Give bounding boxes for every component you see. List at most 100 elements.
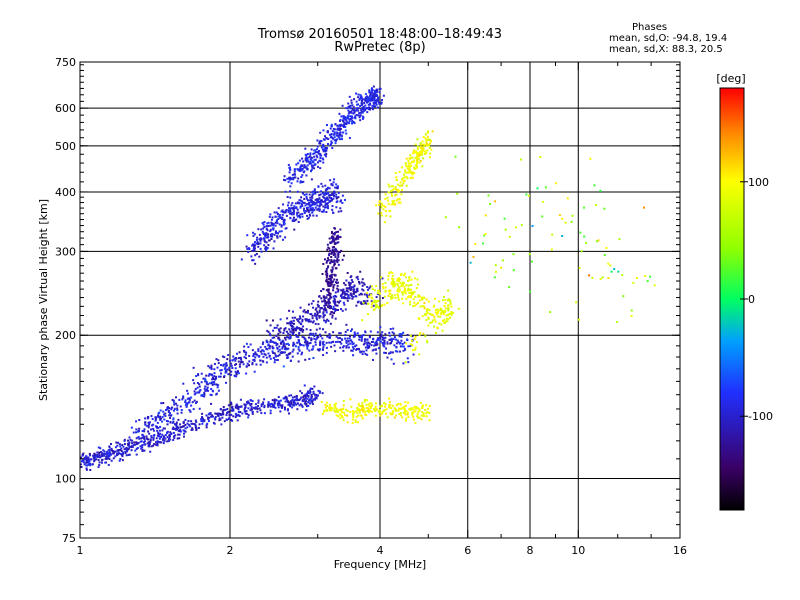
data-point — [262, 232, 265, 235]
data-point — [245, 365, 248, 368]
data-point — [336, 128, 339, 131]
data-point — [292, 399, 295, 402]
data-point — [350, 115, 353, 118]
data-point — [294, 316, 297, 319]
data-point — [216, 386, 219, 389]
data-point — [383, 402, 386, 405]
data-point — [344, 129, 347, 132]
data-point — [403, 291, 406, 294]
data-point — [283, 408, 286, 411]
data-point — [334, 300, 337, 303]
data-point — [264, 353, 267, 356]
data-point — [208, 382, 211, 385]
data-point — [644, 274, 647, 277]
data-point — [176, 428, 179, 431]
data-point — [286, 317, 289, 320]
data-point — [349, 342, 352, 345]
data-point — [303, 384, 306, 387]
data-point — [323, 309, 326, 312]
data-point — [286, 336, 289, 339]
data-point — [333, 312, 336, 315]
data-point — [331, 407, 334, 410]
data-point — [422, 143, 425, 146]
data-point — [221, 413, 224, 416]
data-point — [211, 374, 214, 377]
data-point — [307, 401, 310, 404]
data-point — [257, 348, 260, 351]
data-point — [307, 210, 310, 213]
data-point — [267, 401, 270, 404]
data-point — [350, 99, 353, 102]
data-point — [408, 165, 411, 168]
data-point — [353, 333, 356, 336]
data-point — [424, 314, 427, 317]
data-point — [139, 440, 142, 443]
data-point — [197, 426, 200, 429]
data-point — [328, 281, 331, 284]
data-point — [267, 236, 270, 239]
data-point — [328, 307, 331, 310]
data-point — [418, 353, 421, 356]
data-point — [286, 196, 289, 199]
data-point — [382, 94, 385, 97]
data-point — [128, 445, 131, 448]
data-point — [377, 306, 380, 309]
data-point — [214, 412, 217, 415]
data-point — [193, 382, 196, 385]
data-point — [139, 445, 142, 448]
data-point — [415, 405, 418, 408]
data-point — [298, 342, 301, 345]
data-point — [333, 194, 336, 197]
data-point — [330, 140, 333, 143]
data-point — [349, 282, 352, 285]
data-point — [551, 233, 554, 236]
data-point — [364, 331, 367, 334]
data-point — [395, 414, 398, 417]
data-point — [378, 338, 381, 341]
data-point — [313, 158, 316, 161]
data-point — [299, 181, 302, 184]
data-point — [354, 115, 357, 118]
data-point — [301, 318, 304, 321]
data-point — [328, 409, 331, 412]
data-point — [327, 259, 330, 262]
data-point — [321, 392, 324, 395]
data-point — [400, 193, 403, 196]
data-point — [234, 359, 237, 362]
data-point — [85, 459, 88, 462]
data-point — [269, 324, 272, 327]
data-point — [284, 211, 287, 214]
data-point — [375, 94, 378, 97]
data-point — [379, 340, 382, 343]
data-point — [302, 180, 305, 183]
data-point — [350, 286, 353, 289]
data-point — [392, 362, 395, 365]
data-point — [168, 407, 171, 410]
data-point — [330, 256, 333, 259]
data-point — [177, 426, 180, 429]
data-point — [334, 341, 337, 344]
data-point — [309, 204, 312, 207]
data-point — [226, 358, 229, 361]
data-point — [531, 224, 534, 227]
data-point — [415, 156, 418, 159]
data-point — [333, 298, 336, 301]
data-point — [330, 345, 333, 348]
data-point — [341, 416, 344, 419]
data-point — [358, 281, 361, 284]
data-point — [348, 95, 351, 98]
data-point — [361, 117, 364, 120]
data-point — [96, 453, 99, 456]
data-point — [361, 408, 364, 411]
data-point — [314, 322, 317, 325]
data-point — [326, 131, 329, 134]
data-point — [277, 354, 280, 357]
data-point — [320, 190, 323, 193]
data-point — [444, 320, 447, 323]
data-point — [520, 224, 523, 227]
data-point — [426, 311, 429, 314]
data-point — [252, 259, 255, 262]
data-point — [391, 351, 394, 354]
data-point — [388, 185, 391, 188]
data-point — [384, 403, 387, 406]
